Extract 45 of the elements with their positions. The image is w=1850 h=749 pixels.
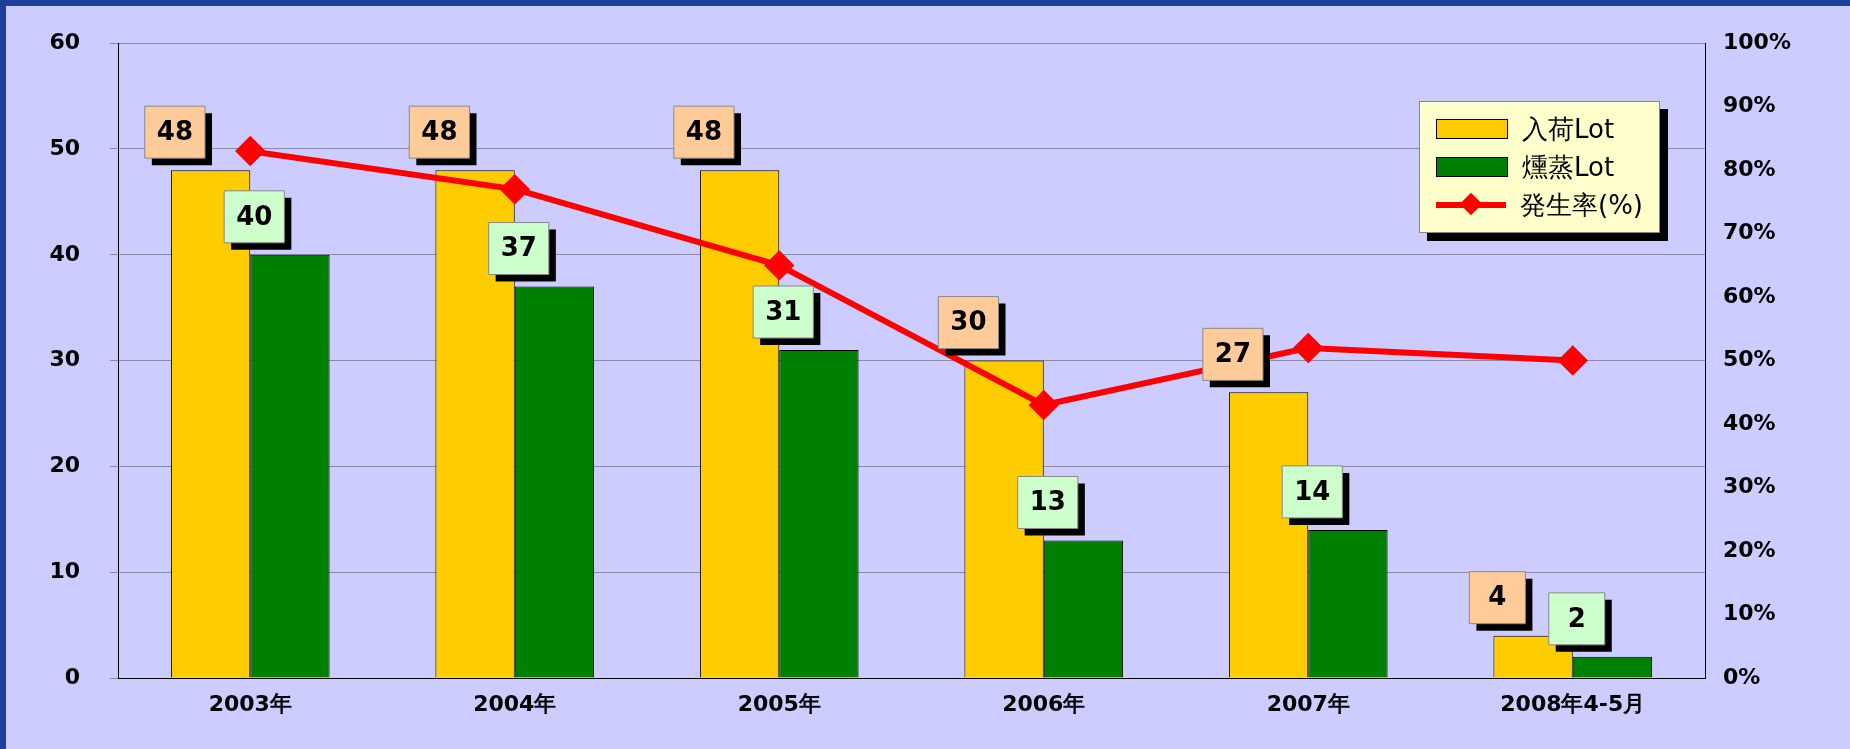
point [1558,346,1587,375]
x-tick-label: 2004年 [473,690,557,716]
y-tick-label: 40 [49,240,80,266]
y2-tick-label: 10% [1723,600,1776,626]
y-tick-label: 30 [49,346,80,372]
y2-tick-label: 50% [1723,346,1776,372]
y2-tick-label: 30% [1723,473,1776,499]
legend-label: 発生率(%) [1520,188,1643,222]
y2-tick-label: 80% [1723,155,1776,181]
data-label: 31 [765,295,802,326]
y-tick-label: 50 [49,134,80,160]
y2-tick-label: 0% [1723,663,1761,689]
data-label: 40 [236,200,273,231]
point [500,175,529,204]
data-label: 27 [1214,338,1251,369]
y2-tick-label: 100% [1723,28,1791,54]
y2-tick-label: 60% [1723,282,1776,308]
x-tick-label: 2007年 [1266,690,1350,716]
x-tick-label: 2006年 [1002,690,1086,716]
x-tick-label: 2008年4-5月 [1500,690,1646,716]
data-label: 4 [1488,581,1507,612]
data-label: 48 [685,115,722,146]
data-label: 14 [1294,475,1331,506]
data-label: 2 [1567,602,1586,633]
y-tick-label: 10 [49,557,80,583]
y2-tick-label: 70% [1723,219,1776,245]
legend-label: 入荷Lot [1522,112,1615,146]
y2-tick-label: 20% [1723,536,1776,562]
y-tick-label: 0 [64,663,80,689]
point [765,251,794,280]
data-label: 13 [1029,486,1066,517]
point [1029,391,1058,420]
y-tick-label: 60 [49,28,80,54]
data-label: 30 [950,306,987,337]
data-label: 48 [421,115,458,146]
legend-label: 燻蒸Lot [1522,150,1615,184]
point [1294,333,1323,362]
y2-tick-label: 90% [1723,92,1776,118]
data-label: 48 [156,115,193,146]
point [236,137,265,166]
data-label: 37 [500,232,537,263]
y-tick-label: 20 [49,452,80,478]
y2-tick-label: 40% [1723,409,1776,435]
x-tick-label: 2003年 [208,690,292,716]
x-tick-label: 2005年 [737,690,821,716]
